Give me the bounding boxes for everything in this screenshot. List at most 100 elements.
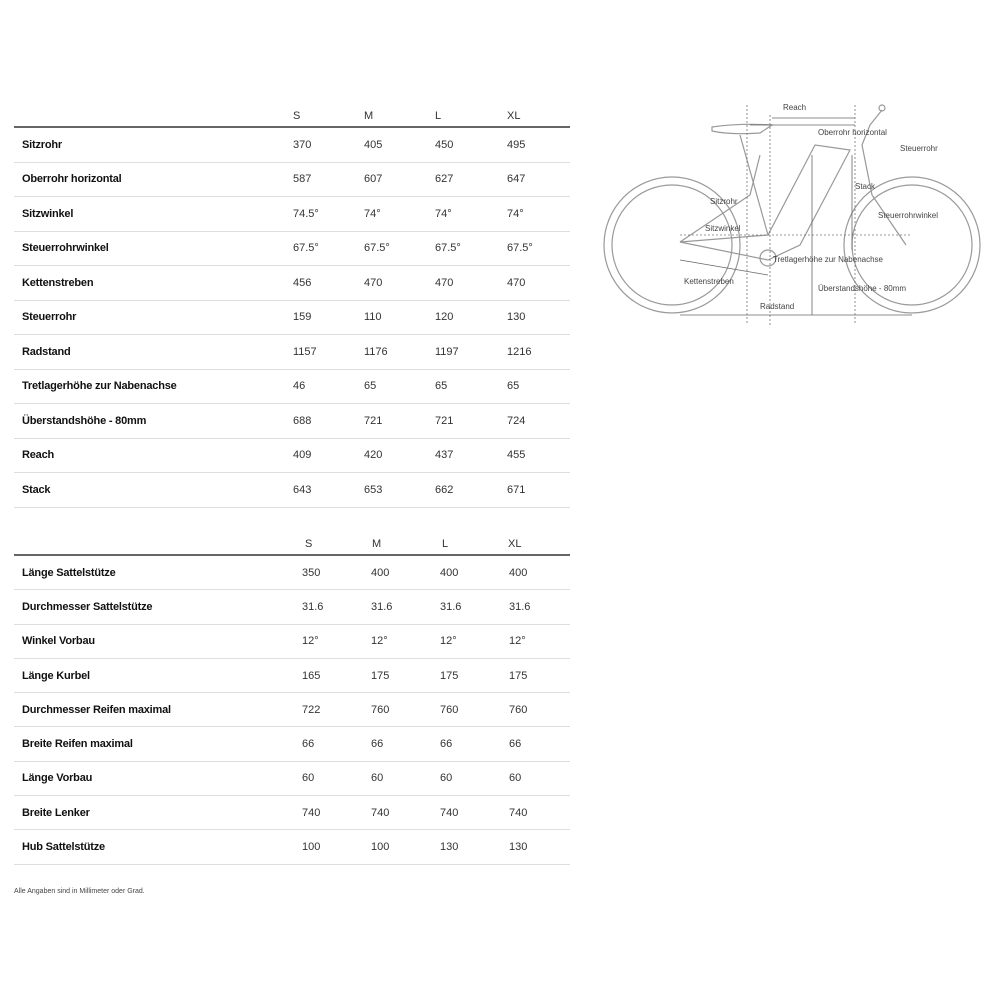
cell-s: 100 [302, 841, 321, 854]
row-label: Reach [22, 449, 55, 462]
size-s: S [305, 538, 313, 550]
size-header: S M L XL [14, 108, 570, 126]
table-row: Tretlagerhöhe zur Nabenachse 46 65 65 65 [14, 370, 570, 404]
size-xl: XL [508, 538, 522, 550]
cell-xl: 740 [509, 806, 528, 819]
fork [861, 144, 907, 246]
header-divider [14, 554, 570, 556]
rear-wheel [603, 176, 741, 314]
row-label: Oberrohr horizontal [22, 173, 122, 186]
cell-m: 653 [364, 483, 383, 496]
cell-xl: 671 [507, 483, 526, 496]
cell-xl: 67.5° [507, 242, 533, 255]
cell-xl: 724 [507, 414, 526, 427]
cell-l: 60 [440, 772, 453, 785]
cell-m: 740 [371, 806, 390, 819]
cell-m: 65 [364, 380, 377, 393]
cell-xl: 455 [507, 449, 526, 462]
cell-s: 1157 [293, 345, 317, 358]
cell-s: 643 [293, 483, 312, 496]
row-label: Durchmesser Sattelstütze [22, 600, 153, 613]
row-label: Breite Reifen maximal [22, 738, 133, 751]
cell-m: 60 [371, 772, 384, 785]
components-table: S M L XL Länge Sattelstütze 350 400 400 400 D… [14, 536, 570, 865]
cell-m: 66 [371, 738, 384, 751]
row-label: Steuerrohr [22, 311, 77, 324]
size-m: M [372, 538, 382, 550]
cell-l: 12° [440, 635, 457, 648]
label-reach: Reach [783, 103, 806, 112]
cell-xl: 647 [507, 173, 526, 186]
cell-l: 470 [435, 276, 454, 289]
cell-s: 159 [293, 311, 312, 324]
row-label: Tretlagerhöhe zur Nabenachse [22, 380, 177, 393]
cell-l: 31.6 [440, 600, 462, 613]
cell-l: 67.5° [435, 242, 461, 255]
bike-drawing [603, 104, 981, 314]
cell-m: 12° [371, 635, 388, 648]
table-row: Sitzwinkel 74.5° 74° 74° 74° [14, 197, 570, 232]
row-label: Sitzwinkel [22, 207, 74, 220]
cell-s: 370 [293, 138, 312, 151]
cell-l: 130 [440, 841, 459, 854]
cell-l: 760 [440, 703, 459, 716]
cell-s: 60 [302, 772, 315, 785]
table-row: Länge Kurbel 165 175 175 175 [14, 659, 570, 694]
cell-s: 688 [293, 414, 312, 427]
row-label: Radstand [22, 345, 71, 358]
cell-xl: 66 [509, 738, 522, 751]
cell-l: 627 [435, 173, 454, 186]
cell-xl: 12° [509, 635, 526, 648]
cell-xl: 60 [509, 772, 522, 785]
cell-m: 110 [364, 311, 382, 324]
cell-xl: 1216 [507, 345, 532, 358]
cell-s: 740 [302, 806, 321, 819]
cell-xl: 130 [509, 841, 528, 854]
cell-l: 450 [435, 138, 454, 151]
cell-xl: 31.6 [509, 600, 531, 613]
cell-m: 405 [364, 138, 383, 151]
table-row: Länge Vorbau 60 60 60 60 [14, 762, 570, 797]
cell-xl: 65 [507, 380, 520, 393]
cell-l: 437 [435, 449, 454, 462]
table-row: Kettenstreben 456 470 470 470 [14, 266, 570, 301]
cell-m: 74° [364, 207, 381, 220]
label-stack: Stack [855, 182, 876, 191]
cell-s: 165 [302, 669, 321, 682]
cell-m: 470 [364, 276, 383, 289]
size-l: L [442, 538, 449, 550]
cell-s: 12° [302, 635, 319, 648]
cell-xl: 495 [507, 138, 526, 151]
row-label: Breite Lenker [22, 806, 90, 819]
row-label: Kettenstreben [22, 276, 94, 289]
cell-s: 31.6 [302, 600, 324, 613]
cell-l: 120 [435, 311, 454, 324]
row-label: Winkel Vorbau [22, 635, 95, 648]
cell-m: 721 [364, 414, 383, 427]
cell-l: 175 [440, 669, 459, 682]
cell-xl: 470 [507, 276, 526, 289]
cell-l: 74° [435, 207, 452, 220]
cell-s: 722 [302, 703, 321, 716]
row-label: Länge Vorbau [22, 772, 93, 785]
bottom-bracket [759, 249, 777, 267]
saddle [711, 123, 774, 135]
label-bb-drop: Tretlagerhöhe zur Nabenachse [773, 255, 884, 264]
cell-s: 456 [293, 276, 312, 289]
size-s: S [293, 110, 301, 122]
label-head-tube: Steuerrohr [900, 144, 938, 153]
table-row: Breite Reifen maximal 66 66 66 66 [14, 727, 570, 762]
cell-m: 420 [364, 449, 383, 462]
cell-m: 400 [371, 566, 390, 579]
front-wheel [843, 176, 981, 314]
cell-m: 31.6 [371, 600, 393, 613]
cell-xl: 175 [509, 669, 528, 682]
cell-s: 587 [293, 173, 312, 186]
size-xl: XL [507, 110, 521, 122]
label-chainstay: Kettenstreben [684, 277, 734, 286]
cell-m: 67.5° [364, 242, 390, 255]
table-row: Stack 643 653 662 671 [14, 473, 570, 508]
row-label: Länge Kurbel [22, 669, 90, 682]
cell-s: 409 [293, 449, 312, 462]
table-row: Durchmesser Sattelstütze 31.6 31.6 31.6 31.6 [14, 590, 570, 625]
